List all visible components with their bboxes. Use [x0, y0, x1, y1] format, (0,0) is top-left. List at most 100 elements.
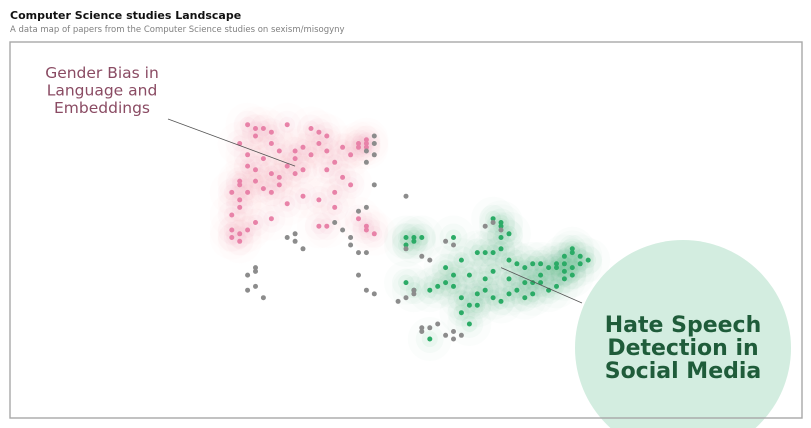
- data-point: [466, 321, 472, 327]
- data-point: [268, 141, 274, 146]
- data-point: [363, 250, 369, 256]
- data-point: [245, 227, 251, 233]
- data-point: [490, 295, 496, 301]
- data-point: [371, 231, 377, 237]
- data-point: [348, 235, 354, 240]
- data-point: [403, 235, 409, 240]
- data-point: [363, 148, 369, 154]
- data-point: [514, 287, 520, 293]
- data-point: [403, 295, 409, 301]
- data-point: [371, 182, 377, 188]
- noise-points: [245, 133, 504, 342]
- data-point: [443, 280, 449, 286]
- data-point: [498, 223, 504, 229]
- data-point: [340, 144, 346, 150]
- data-point: [482, 223, 488, 229]
- data-point: [443, 238, 449, 244]
- data-point: [363, 223, 369, 229]
- data-point: [458, 295, 464, 301]
- data-point: [451, 235, 456, 240]
- data-point: [435, 283, 441, 289]
- data-point: [237, 182, 243, 188]
- data-point: [498, 246, 504, 252]
- data-point: [229, 189, 235, 195]
- annotation-bubble: [575, 240, 791, 428]
- data-point: [245, 189, 251, 195]
- data-point: [284, 122, 290, 128]
- data-point: [324, 148, 330, 154]
- data-point: [284, 201, 290, 207]
- data-point: [316, 197, 322, 203]
- data-point: [506, 291, 512, 297]
- data-point: [348, 152, 354, 158]
- data-point: [284, 163, 290, 169]
- data-point: [522, 280, 528, 286]
- data-point: [348, 182, 354, 188]
- data-point: [466, 272, 472, 278]
- data-point: [561, 253, 567, 259]
- data-point: [498, 227, 504, 233]
- data-point: [308, 126, 314, 131]
- data-point: [268, 216, 274, 222]
- data-point: [237, 204, 243, 210]
- data-point: [474, 302, 480, 308]
- data-point: [427, 325, 433, 331]
- data-point: [490, 250, 496, 256]
- density-layer: [223, 116, 597, 348]
- data-point: [419, 325, 425, 331]
- data-point: [514, 261, 520, 267]
- chart-title: Computer Science studies Landscape: [10, 9, 242, 22]
- data-point: [474, 250, 480, 256]
- data-point: [490, 220, 496, 225]
- data-point: [561, 261, 567, 267]
- data-point: [276, 174, 282, 180]
- data-point: [371, 133, 377, 139]
- data-point: [348, 242, 354, 248]
- data-point: [253, 167, 258, 173]
- data-point: [363, 141, 369, 146]
- data-point: [371, 152, 377, 158]
- annotation-text-line: Detection in: [607, 336, 758, 361]
- data-point: [371, 141, 377, 146]
- data-point: [577, 253, 583, 259]
- data-point: [356, 141, 361, 146]
- data-point: [300, 167, 306, 173]
- data-point: [245, 122, 251, 128]
- data-point: [237, 231, 243, 237]
- annotation-text-line: Language and: [47, 82, 158, 100]
- data-point: [403, 280, 409, 286]
- gender-bias-points: [229, 122, 377, 244]
- data-point: [363, 227, 369, 233]
- data-point: [522, 265, 528, 271]
- annotation-leader-line: [167, 118, 296, 167]
- data-point: [356, 250, 361, 256]
- data-point: [427, 336, 433, 342]
- data-point: [411, 291, 417, 297]
- data-point: [427, 287, 433, 293]
- data-point: [451, 329, 456, 334]
- data-point: [340, 174, 346, 180]
- data-point: [569, 272, 575, 278]
- data-point: [363, 137, 369, 143]
- data-point: [292, 238, 298, 244]
- annotation-text-line: Gender Bias in: [45, 64, 159, 82]
- data-point: [276, 148, 282, 154]
- data-point: [395, 298, 401, 304]
- data-point: [268, 129, 274, 135]
- data-point: [561, 276, 567, 282]
- annotation-leader-line: [500, 267, 583, 304]
- data-point: [260, 186, 266, 192]
- points-layer: [229, 122, 591, 342]
- data-point: [466, 302, 472, 308]
- density-gender-bias: [223, 116, 383, 250]
- data-point: [498, 220, 504, 225]
- data-point: [253, 268, 258, 274]
- data-point: [451, 283, 456, 289]
- data-point: [260, 295, 266, 301]
- data-point: [538, 272, 544, 278]
- hate-speech-points: [403, 216, 591, 342]
- data-point: [554, 283, 559, 289]
- data-point: [332, 204, 338, 210]
- data-point: [538, 280, 544, 286]
